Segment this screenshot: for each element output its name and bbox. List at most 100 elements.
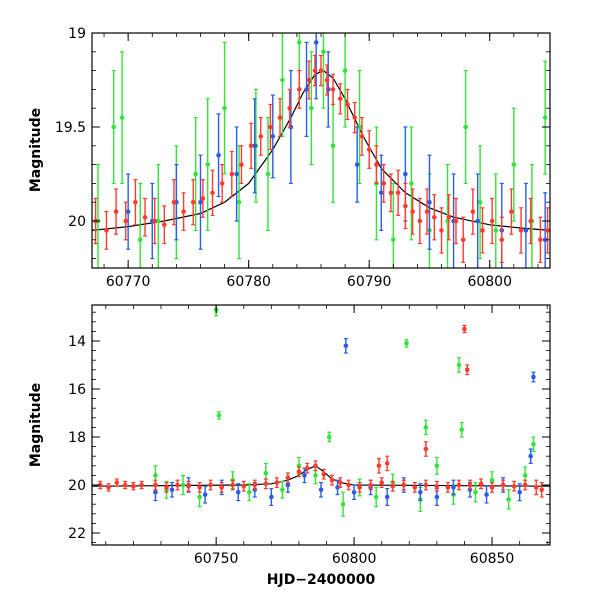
- top-y-tick-label: 19: [68, 26, 86, 42]
- bottom-data-point: [296, 466, 302, 478]
- marker: [484, 492, 489, 497]
- marker: [403, 203, 408, 209]
- marker: [219, 181, 225, 186]
- marker: [277, 115, 283, 120]
- top-data-point: [268, 103, 273, 151]
- marker: [423, 482, 429, 488]
- marker: [384, 494, 390, 500]
- marker: [312, 68, 318, 73]
- marker: [404, 341, 409, 346]
- marker: [531, 441, 536, 447]
- top-data-point: [219, 164, 225, 203]
- bottom-data-point: [517, 483, 522, 502]
- marker: [122, 482, 128, 488]
- top-data-point: [181, 192, 186, 231]
- bottom-data-point: [401, 479, 407, 491]
- top-data-point: [270, 94, 276, 179]
- top-data-point: [424, 188, 430, 235]
- marker: [522, 482, 528, 488]
- marker: [208, 482, 213, 488]
- bottom-data-point: [484, 485, 489, 504]
- marker: [381, 181, 386, 186]
- marker: [297, 40, 302, 45]
- bottom-data-point: [368, 479, 373, 491]
- top-data-point: [205, 98, 211, 231]
- top-data-point: [312, 54, 318, 87]
- bottom-data-point: [269, 488, 274, 506]
- top-data-point: [410, 188, 415, 235]
- bottom-data-point: [384, 455, 390, 472]
- marker: [285, 482, 291, 488]
- marker: [354, 162, 360, 167]
- marker: [368, 482, 373, 488]
- top-x-tick-label: 60800: [467, 274, 512, 290]
- top-data-point: [509, 188, 514, 235]
- marker: [342, 68, 348, 73]
- marker: [326, 434, 332, 440]
- marker: [434, 463, 440, 469]
- top-data-point: [155, 164, 161, 268]
- top-y-tick-label: 19.5: [55, 120, 86, 136]
- marker: [453, 218, 459, 224]
- marker: [313, 473, 318, 478]
- bottom-data-point: [235, 483, 241, 502]
- marker: [517, 489, 522, 495]
- marker: [410, 209, 415, 214]
- marker: [241, 483, 247, 489]
- marker: [352, 115, 358, 120]
- marker: [412, 485, 418, 490]
- marker: [423, 425, 429, 430]
- top-data-point: [366, 130, 372, 169]
- bottom-data-point: [531, 371, 536, 383]
- top-panel-axes: 60770 60780 60790 60800 19 19.5 20: [55, 26, 550, 290]
- bottom-y-tick-label: 14: [68, 334, 86, 350]
- bottom-data-point: [139, 480, 144, 490]
- marker: [533, 485, 539, 490]
- marker: [417, 218, 423, 224]
- marker: [152, 218, 157, 224]
- bottom-data-point: [219, 482, 224, 493]
- marker: [216, 413, 222, 418]
- marker: [321, 471, 327, 477]
- top-data-point: [222, 41, 227, 175]
- top-data-point: [493, 173, 499, 268]
- marker: [97, 482, 103, 488]
- bottom-panel-x-axis-label: HJD−2400000: [267, 572, 376, 588]
- bottom-data-point: [434, 456, 440, 475]
- marker: [202, 492, 208, 497]
- top-data-point: [297, 69, 302, 109]
- marker: [379, 480, 384, 485]
- bottom-data-point: [423, 479, 429, 491]
- marker: [337, 96, 343, 102]
- marker: [409, 181, 414, 186]
- top-data-point: [545, 207, 550, 254]
- marker: [509, 209, 514, 214]
- marker: [318, 68, 324, 73]
- marker: [518, 228, 524, 233]
- marker: [313, 463, 318, 469]
- marker: [248, 143, 254, 149]
- marker: [374, 162, 379, 167]
- top-data-point: [345, 88, 350, 121]
- top-data-point: [265, 116, 271, 231]
- top-data-point: [480, 207, 485, 254]
- top-data-point: [306, 60, 312, 100]
- top-data-point: [277, 98, 283, 137]
- top-data-point: [359, 116, 365, 156]
- top-data-point: [104, 211, 109, 250]
- bottom-data-point: [321, 468, 327, 480]
- bottom-data-point: [423, 419, 429, 436]
- top-data-point: [538, 216, 543, 263]
- marker: [391, 237, 396, 243]
- top-x-tick-label: 60780: [226, 274, 271, 290]
- marker: [258, 134, 264, 139]
- marker: [366, 147, 372, 152]
- marker: [477, 199, 483, 205]
- marker: [280, 77, 285, 83]
- bottom-data-point: [473, 482, 478, 503]
- marker: [285, 475, 291, 481]
- top-data-point: [318, 54, 324, 87]
- bottom-y-tick-label: 16: [68, 382, 86, 398]
- bottom-data-point: [180, 474, 186, 496]
